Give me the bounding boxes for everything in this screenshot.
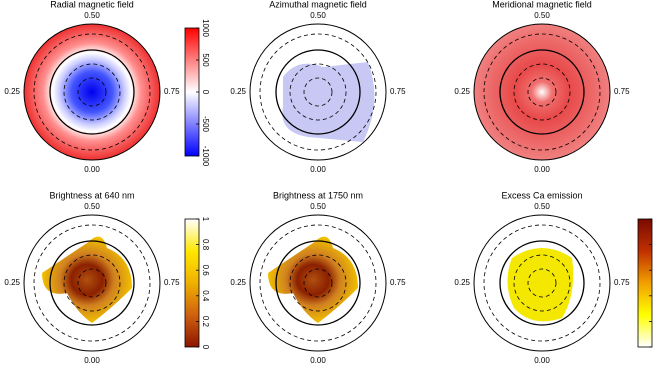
dashed-circle — [77, 77, 107, 107]
phase-label: 0.25 — [454, 278, 470, 287]
map-patch — [42, 236, 132, 323]
colorbar-tick-label: 0 — [654, 345, 656, 350]
dashed-circle — [259, 33, 377, 151]
map — [24, 24, 160, 160]
phase-label: 0.25 — [230, 278, 246, 287]
colorbar-tick-label: 500 — [201, 53, 210, 67]
colorbar-tick-label: 0.6 — [654, 265, 656, 277]
outer-circle — [249, 23, 387, 161]
phase-label: 0.00 — [310, 356, 326, 365]
phase-label: 0.25 — [4, 278, 20, 287]
dashed-circle — [483, 224, 601, 342]
colorbar-tick-label: -500 — [201, 116, 210, 133]
colorbar-tick-label: 0 — [201, 90, 210, 95]
colorbar-tick-label: 0.4 — [654, 290, 656, 302]
colorbar-tick-label: 0.2 — [201, 316, 210, 328]
colorbar-tick-label: -1000 — [201, 146, 210, 167]
dashed-circle — [483, 33, 601, 151]
colorbar — [637, 218, 653, 348]
phase-label: 0.75 — [614, 278, 630, 287]
dashed-circle — [33, 33, 151, 151]
phase-label: 0.00 — [534, 356, 550, 365]
dashed-circle — [303, 268, 333, 298]
panel-title: Meridional magnetic field — [492, 0, 592, 9]
solid-circle — [275, 240, 361, 326]
dashed-circle — [63, 63, 121, 121]
colorbar-tick-label: 1 — [201, 217, 210, 222]
colorbar-tick-label: 0.6 — [201, 265, 210, 277]
phase-label: 0.75 — [390, 87, 406, 96]
phase-label: 0.25 — [230, 87, 246, 96]
phase-label: 0.75 — [164, 278, 180, 287]
map — [474, 24, 610, 160]
outer-circle — [473, 23, 611, 161]
dashed-circle — [513, 254, 571, 312]
phase-label: 0.50 — [534, 11, 550, 20]
dashed-circle — [259, 224, 377, 342]
colorbar-tick-label: 0.2 — [654, 316, 656, 328]
outer-circle — [23, 214, 161, 352]
solid-circle — [275, 49, 361, 135]
colorbar-tick-label: 0.4 — [201, 290, 210, 302]
phase-label: 0.50 — [310, 202, 326, 211]
dashed-circle — [527, 77, 557, 107]
dashed-circle — [63, 254, 121, 312]
colorbar-tick-label: 0.8 — [654, 239, 656, 251]
solid-circle — [499, 240, 585, 326]
outer-circle — [473, 214, 611, 352]
dashed-circle — [513, 63, 571, 121]
phase-label: 0.75 — [390, 278, 406, 287]
map-patch — [507, 248, 574, 322]
colorbar-tick-label: 0.8 — [201, 239, 210, 251]
colorbar-tick-label: 1000 — [201, 19, 210, 37]
phase-label: 0.50 — [84, 202, 100, 211]
panel-title: Brightness at 640 nm — [49, 190, 134, 200]
colorbar — [184, 218, 200, 348]
colorbar-tick-label: 0 — [201, 345, 210, 350]
dashed-circle — [289, 63, 347, 121]
dashed-circle — [289, 254, 347, 312]
panel-title: Excess Ca emission — [501, 190, 582, 200]
panel-title: Azimuthal magnetic field — [269, 0, 367, 9]
dashed-circle — [303, 77, 333, 107]
dashed-circle — [527, 268, 557, 298]
outer-circle — [23, 23, 161, 161]
phase-label: 0.75 — [164, 87, 180, 96]
map-patch — [268, 236, 358, 323]
phase-label: 0.00 — [534, 165, 550, 174]
solid-circle — [49, 240, 135, 326]
phase-label: 0.25 — [4, 87, 20, 96]
colorbar-tick-label: 1 — [654, 217, 656, 222]
phase-label: 0.00 — [84, 356, 100, 365]
solid-circle — [499, 49, 585, 135]
phase-label: 0.75 — [614, 87, 630, 96]
phase-label: 0.00 — [310, 165, 326, 174]
outer-circle — [249, 214, 387, 352]
dashed-circle — [77, 268, 107, 298]
dashed-circle — [33, 224, 151, 342]
solid-circle — [49, 49, 135, 135]
phase-label: 0.00 — [84, 165, 100, 174]
phase-label: 0.50 — [310, 11, 326, 20]
panel-title: Brightness at 1750 nm — [273, 190, 363, 200]
panel-title: Radial magnetic field — [50, 0, 134, 9]
phase-label: 0.50 — [534, 202, 550, 211]
phase-label: 0.50 — [84, 11, 100, 20]
phase-label: 0.25 — [454, 87, 470, 96]
